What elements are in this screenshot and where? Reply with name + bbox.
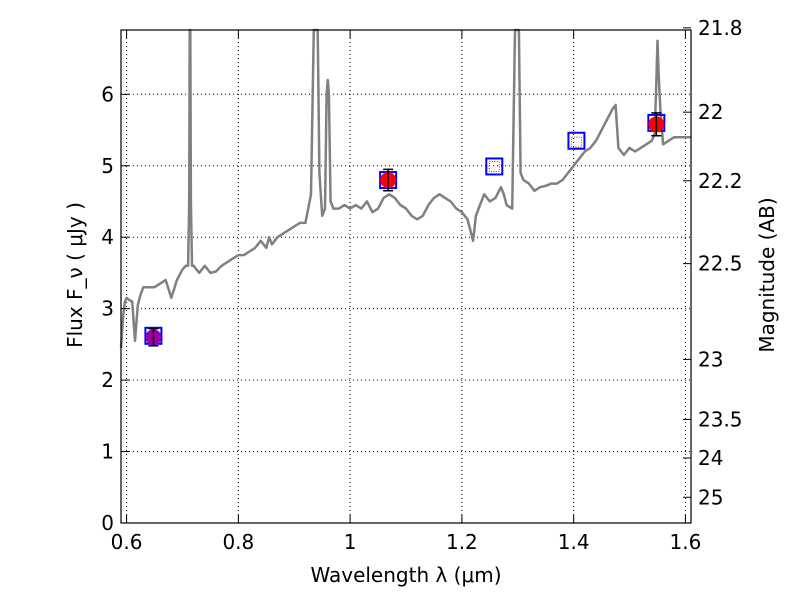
right-tick-label: 22.2 (698, 169, 743, 193)
x-tick-label: 0.8 (222, 530, 254, 554)
x-axis-label: Wavelength λ (μm) (310, 563, 501, 587)
x-tick-label: 1.4 (558, 530, 590, 554)
x-tick-label: 1.6 (670, 530, 702, 554)
right-tick-label: 23.5 (698, 407, 743, 431)
y-tick-label: 3 (101, 297, 114, 321)
right-axis-label: Magnitude (AB) (755, 197, 779, 352)
right-tick-label: 21.8 (698, 16, 743, 40)
photometry-square (567, 131, 586, 150)
photometry-square (485, 157, 504, 176)
plot-frame (120, 29, 692, 524)
right-tick-label: 22.5 (698, 252, 743, 276)
model-flux-square (570, 136, 582, 148)
right-tick-label: 24 (698, 446, 723, 470)
plot-border (120, 29, 692, 524)
x-tick-label: 0.6 (111, 530, 143, 554)
model-flux-square (488, 160, 500, 172)
y-tick-label: 4 (101, 225, 114, 249)
right-tick-label: 25 (698, 485, 723, 509)
x-tick-label: 1.2 (446, 530, 478, 554)
y-tick-label: 2 (101, 368, 114, 392)
grid-lines (121, 30, 691, 523)
y-tick-label: 0 (101, 511, 114, 535)
axis-ticks: 0.6 0.8 1 1.2 1.4 1.6012345621.82222.222.5232… (101, 16, 742, 554)
y-tick-label: 5 (101, 154, 114, 178)
y-axis-label: Flux F_ν ( μJy ) (63, 202, 87, 348)
y-tick-label: 1 (101, 440, 114, 464)
model-spectrum-line (119, 28, 691, 348)
plot-series (119, 28, 691, 348)
y-tick-label: 6 (101, 82, 114, 106)
right-tick-label: 22 (698, 100, 723, 124)
x-tick-label: 1 (344, 530, 357, 554)
right-tick-label: 23 (698, 347, 723, 371)
